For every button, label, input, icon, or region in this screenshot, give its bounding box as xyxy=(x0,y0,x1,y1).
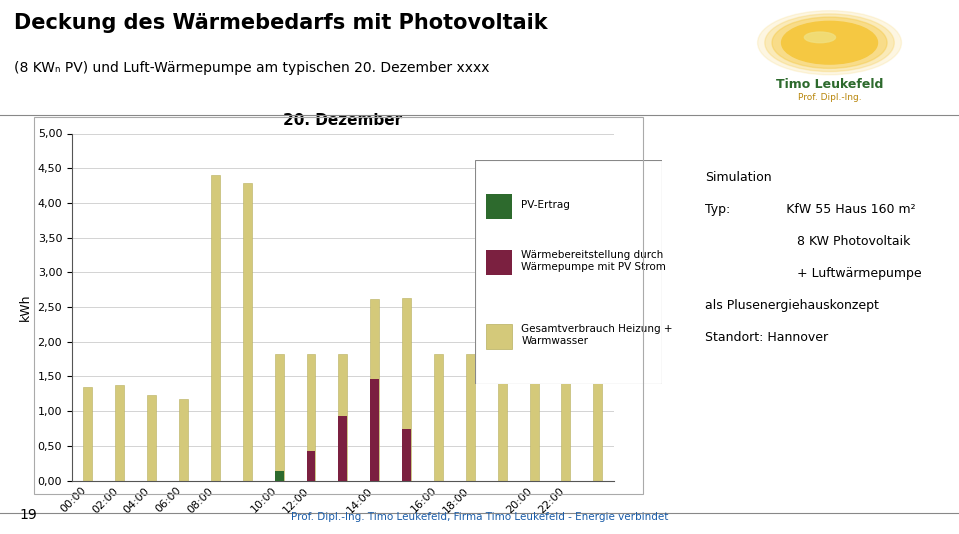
Text: 19: 19 xyxy=(19,508,37,522)
Bar xyxy=(486,194,512,218)
Bar xyxy=(274,354,284,481)
Title: 20. Dezember: 20. Dezember xyxy=(283,113,403,128)
Bar xyxy=(339,458,347,481)
Bar xyxy=(486,250,512,274)
Text: 8 KW Photovoltaik: 8 KW Photovoltaik xyxy=(705,235,910,248)
Bar xyxy=(307,451,316,481)
Bar xyxy=(402,298,411,481)
Text: Timo Leukefeld: Timo Leukefeld xyxy=(776,78,883,91)
Bar xyxy=(274,471,284,481)
Text: (8 KWₙ PV) und Luft-Wärmepumpe am typischen 20. Dezember xxxx: (8 KWₙ PV) und Luft-Wärmepumpe am typisc… xyxy=(14,61,490,75)
Bar xyxy=(307,451,316,481)
Bar xyxy=(402,428,411,481)
Text: als Plusenergiehauskonzept: als Plusenergiehauskonzept xyxy=(705,299,878,312)
Bar xyxy=(179,399,188,481)
Bar xyxy=(115,385,125,481)
Bar xyxy=(370,444,379,481)
Bar xyxy=(339,416,347,481)
Bar xyxy=(83,387,92,481)
Bar xyxy=(529,210,539,481)
Bar xyxy=(486,324,512,349)
Text: PV-Ertrag: PV-Ertrag xyxy=(522,200,571,210)
Circle shape xyxy=(765,14,894,72)
Text: Standort: Hannover: Standort: Hannover xyxy=(705,331,828,344)
Bar xyxy=(561,262,571,481)
Bar xyxy=(307,354,316,481)
Ellipse shape xyxy=(805,32,835,43)
Text: Prof. Dipl.-Ing.: Prof. Dipl.-Ing. xyxy=(798,93,861,102)
Text: Wärmebereitstellung durch
Wärmepumpe mit PV Strom: Wärmebereitstellung durch Wärmepumpe mit… xyxy=(522,250,667,272)
Circle shape xyxy=(758,11,901,75)
Bar xyxy=(498,339,506,481)
Bar xyxy=(466,354,475,481)
Bar xyxy=(147,395,156,481)
Y-axis label: kWh: kWh xyxy=(19,293,32,321)
Bar xyxy=(243,184,251,481)
Text: Prof. Dipl.-Ing. Timo Leukefeld, Firma Timo Leukefeld - Energie verbindet: Prof. Dipl.-Ing. Timo Leukefeld, Firma T… xyxy=(291,512,668,522)
Bar xyxy=(211,175,220,481)
Text: Typ:              KfW 55 Haus 160 m²: Typ: KfW 55 Haus 160 m² xyxy=(705,203,916,216)
Bar xyxy=(370,299,379,481)
Text: + Luftwärmepumpe: + Luftwärmepumpe xyxy=(705,267,922,280)
Bar xyxy=(434,354,443,481)
Bar xyxy=(402,461,411,481)
Circle shape xyxy=(772,17,887,68)
Text: Simulation: Simulation xyxy=(705,171,771,184)
Text: Gesamtverbrauch Heizung +
Warmwasser: Gesamtverbrauch Heizung + Warmwasser xyxy=(522,324,673,346)
Bar xyxy=(339,354,347,481)
Bar xyxy=(370,379,379,481)
Text: Deckung des Wärmebedarfs mit Photovoltaik: Deckung des Wärmebedarfs mit Photovoltai… xyxy=(14,13,548,33)
Bar xyxy=(594,292,602,481)
Circle shape xyxy=(782,21,877,64)
